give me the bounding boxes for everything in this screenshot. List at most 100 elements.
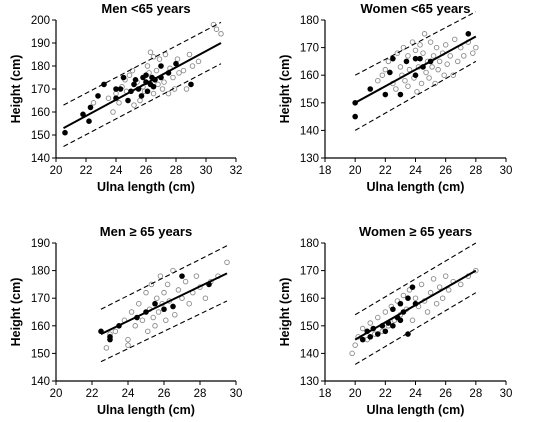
x-tick-label: 22 <box>80 165 93 177</box>
data-point-open <box>113 90 119 97</box>
data-point-filled <box>120 74 127 81</box>
data-point-filled <box>359 336 366 343</box>
data-point-filled <box>382 328 389 335</box>
prediction-band-lower <box>354 292 477 365</box>
data-point-open <box>186 300 192 307</box>
data-point-open <box>414 89 420 95</box>
data-point-open <box>174 56 181 62</box>
data-point-open <box>175 287 182 293</box>
data-point-filled <box>80 111 86 118</box>
data-point-filled <box>98 328 104 335</box>
data-point-open <box>90 100 97 106</box>
data-point-filled <box>113 95 119 101</box>
data-point-filled <box>364 328 371 335</box>
data-point-filled <box>382 91 389 98</box>
data-point-open <box>172 312 178 318</box>
data-point-open <box>161 289 167 296</box>
data-point-open <box>441 72 447 78</box>
data-point-open <box>150 314 156 321</box>
data-point-open <box>116 100 122 106</box>
data-point-filled <box>161 306 167 313</box>
data-point-open <box>202 295 209 301</box>
data-point-filled <box>117 86 124 92</box>
data-point-open <box>394 50 401 56</box>
data-point-filled <box>170 303 176 310</box>
data-point-open <box>436 58 443 65</box>
data-point-filled <box>143 309 149 315</box>
panel-women-65-plus: Women ≥ 65 years 18 20 22 24 26 28 30 130 140 150 1… <box>278 224 512 417</box>
data-point-open <box>385 58 392 65</box>
y-tick-label: 160 <box>31 107 50 119</box>
panel-title: Women <65 years <box>361 1 471 16</box>
x-tick-label: 26 <box>158 388 171 400</box>
data-point-open <box>442 273 449 279</box>
data-point-filled <box>188 81 194 88</box>
data-point-filled <box>134 314 140 321</box>
data-point-open <box>423 69 429 76</box>
data-point-open <box>156 56 163 62</box>
data-point-open <box>427 39 434 45</box>
data-point-filled <box>390 323 396 329</box>
data-point-filled <box>427 58 434 65</box>
data-point-open <box>430 53 437 59</box>
data-point-open <box>153 67 160 74</box>
x-tick-label: 20 <box>349 388 362 400</box>
y-axis-label: Height (cm) <box>278 55 292 124</box>
data-point-open <box>375 314 381 321</box>
x-tick-label: 24 <box>122 388 135 400</box>
data-point-open <box>454 58 461 65</box>
data-point-filled <box>352 113 358 120</box>
prediction-band-lower <box>63 63 222 147</box>
data-point-open <box>145 328 151 335</box>
data-point-open <box>417 42 423 48</box>
panel-title: Men ≥ 65 years <box>100 224 192 239</box>
y-axis-label: Height (cm) <box>9 55 23 124</box>
y-tick-label: 130 <box>300 153 319 165</box>
data-point-open <box>144 63 151 69</box>
data-point-open <box>150 90 157 97</box>
x-tick-label: 28 <box>170 165 183 177</box>
data-point-open <box>155 309 162 315</box>
regression-line <box>354 35 477 104</box>
data-point-open <box>409 317 416 324</box>
data-point-filled <box>397 300 404 307</box>
data-point-filled <box>387 69 393 76</box>
data-point-filled <box>95 93 101 99</box>
data-point-filled <box>367 334 374 340</box>
y-axis-label: Height (cm) <box>278 278 292 347</box>
data-point-open <box>461 53 467 59</box>
data-point-open <box>442 42 449 48</box>
x-tick-label: 18 <box>319 388 332 400</box>
data-point-open <box>409 39 416 45</box>
x-tick-label: 26 <box>439 388 452 400</box>
y-tick-label: 150 <box>31 348 50 360</box>
data-point-open <box>180 67 187 74</box>
data-point-open <box>224 259 230 266</box>
y-tick-label: 170 <box>31 84 50 96</box>
data-point-open <box>137 97 143 104</box>
x-tick-label: 22 <box>86 388 99 400</box>
data-point-open <box>405 83 411 89</box>
y-tick-label: 190 <box>31 38 50 50</box>
y-tick-label: 140 <box>31 376 50 388</box>
panel-title: Men <65 years <box>101 1 190 16</box>
data-point-open <box>426 75 432 81</box>
data-point-open <box>131 102 137 108</box>
data-point-open <box>129 67 136 74</box>
data-point-open <box>458 281 464 288</box>
data-point-open <box>143 289 149 296</box>
data-point-open <box>183 86 190 92</box>
y-tick-label: 150 <box>31 130 50 142</box>
data-point-open <box>349 350 355 357</box>
data-point-filled <box>165 70 172 76</box>
data-point-open <box>193 273 200 279</box>
y-tick-label: 170 <box>300 43 319 55</box>
data-point-open <box>103 345 110 351</box>
data-point-open <box>136 300 142 307</box>
x-axis-label: Ulna length (cm) <box>97 180 195 194</box>
data-point-open <box>379 72 386 78</box>
data-point-open <box>125 342 131 348</box>
data-point-filled <box>420 64 426 70</box>
data-point-filled <box>405 295 411 302</box>
data-point-filled <box>179 273 185 279</box>
